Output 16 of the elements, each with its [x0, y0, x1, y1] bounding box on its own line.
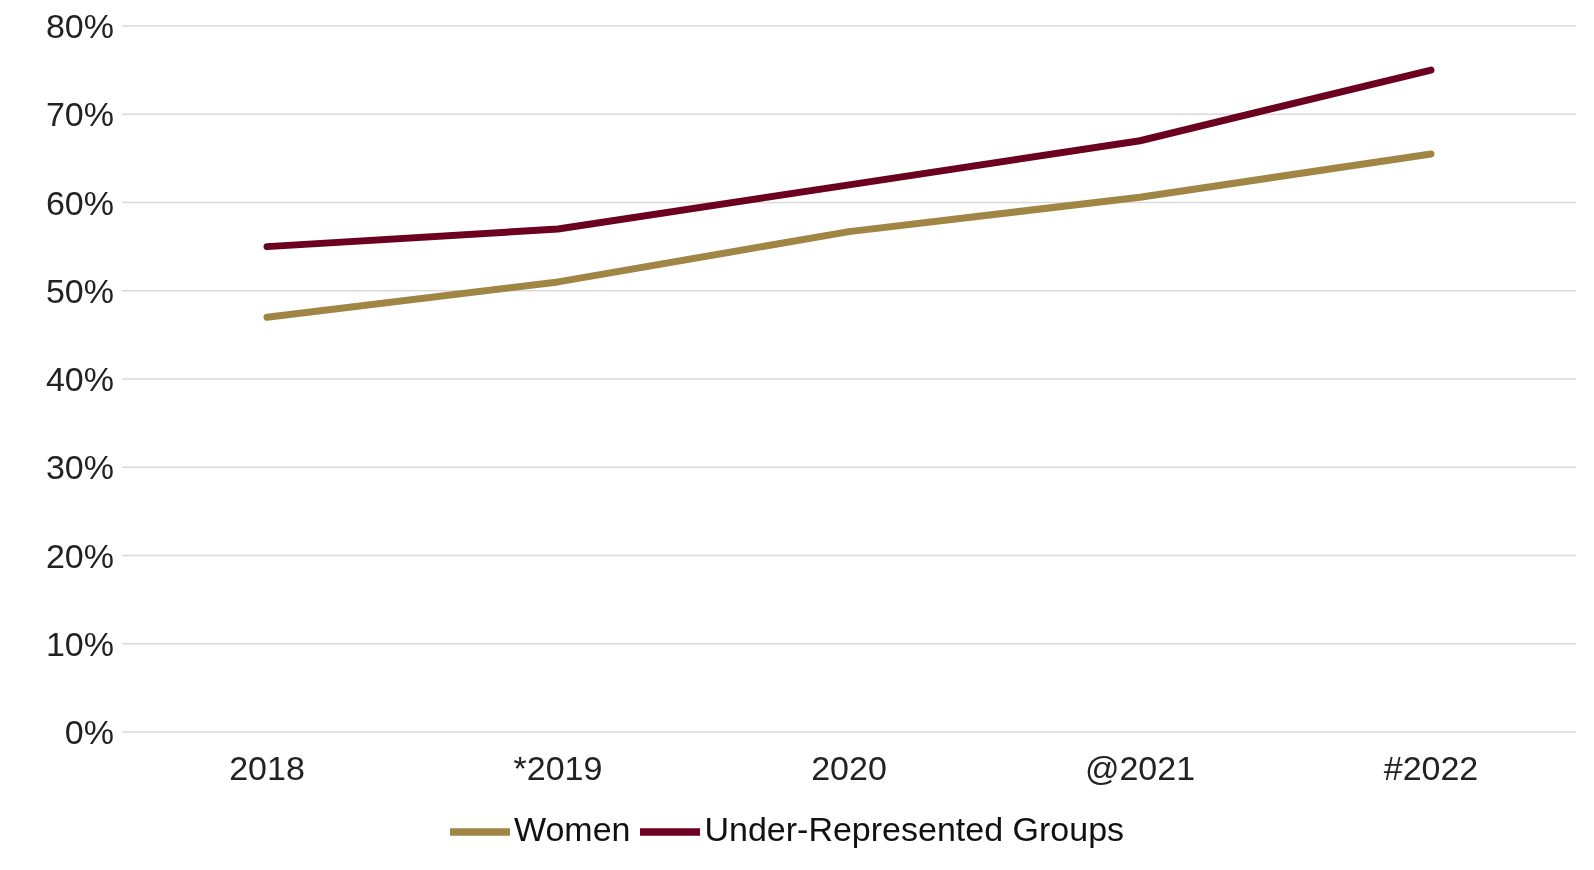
legend-label: Under-Represented Groups: [704, 809, 1125, 848]
y-tick-label: 30%: [45, 448, 114, 487]
y-tick-label: 50%: [45, 271, 114, 310]
x-tick-label: 2020: [811, 749, 887, 788]
y-tick-label: 80%: [45, 7, 114, 46]
x-tick-label: 2018: [229, 749, 305, 788]
y-tick-label: 10%: [45, 624, 114, 663]
y-tick-label: 20%: [45, 536, 114, 575]
y-tick-label: 40%: [45, 360, 114, 399]
x-tick-label: @2021: [1084, 749, 1196, 788]
x-tick-label: #2022: [1383, 749, 1479, 788]
x-tick-label: *2019: [513, 749, 603, 788]
y-tick-label: 60%: [45, 183, 114, 222]
y-tick-label: 0%: [64, 713, 114, 752]
legend-label: Women: [513, 809, 631, 848]
y-tick-label: 70%: [45, 95, 114, 134]
